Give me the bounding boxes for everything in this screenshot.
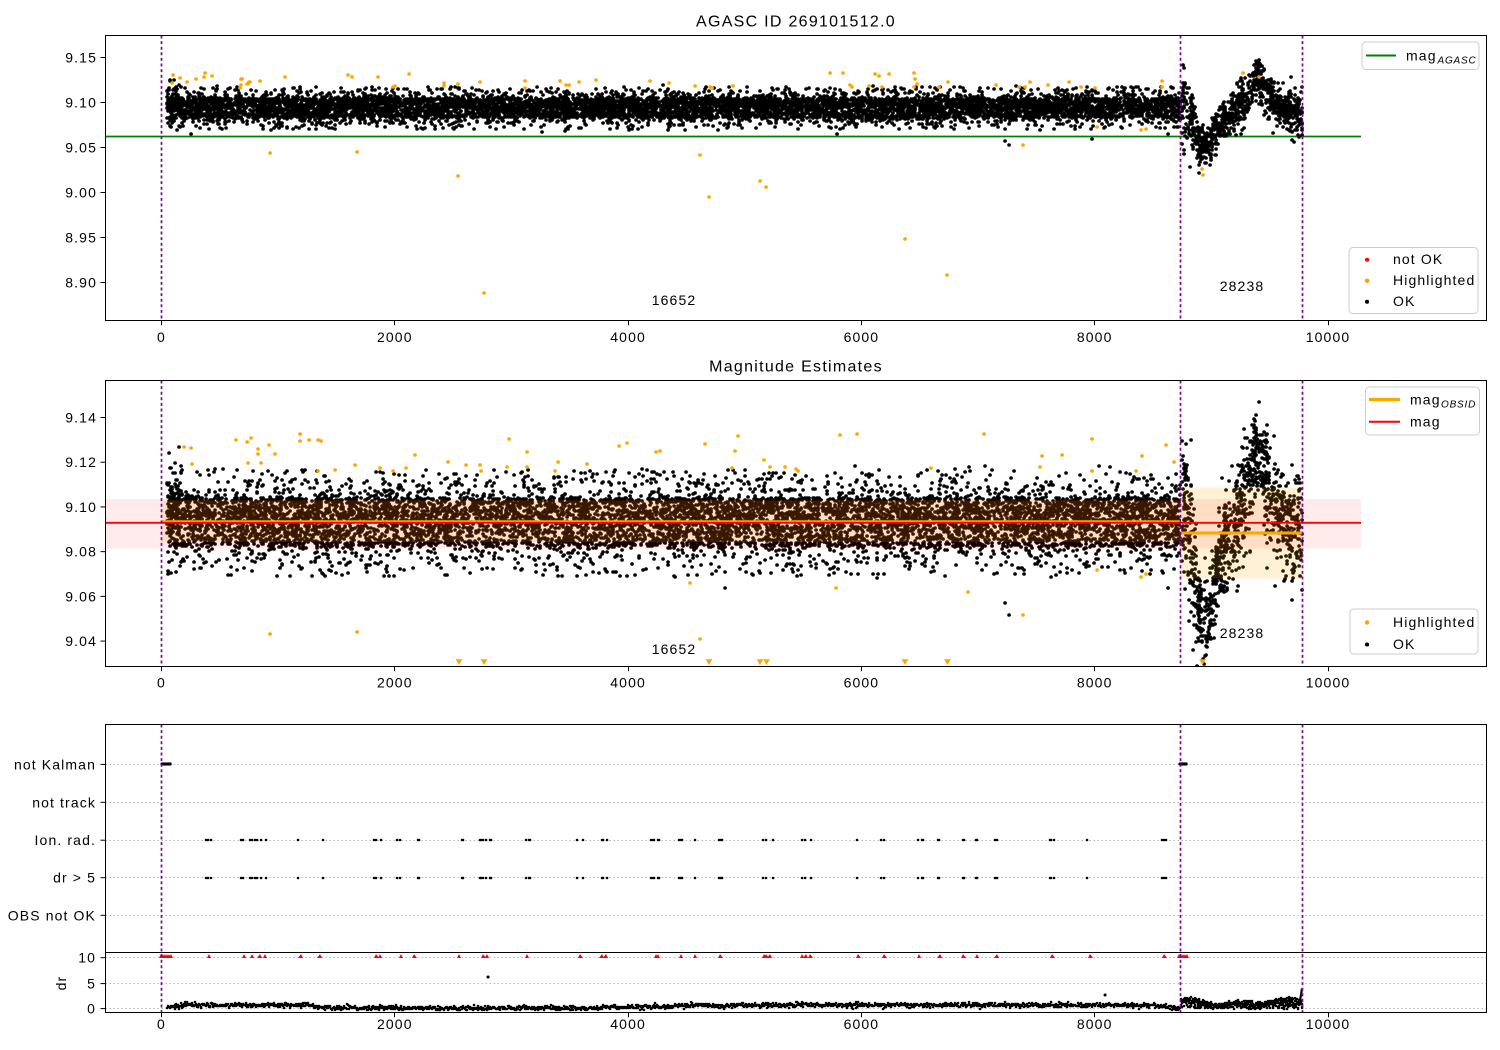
svg-text:2000: 2000 [377, 329, 413, 345]
svg-text:10000: 10000 [1306, 329, 1351, 345]
svg-text:8000: 8000 [1077, 329, 1113, 345]
svg-text:not track: not track [32, 794, 96, 810]
svg-text:Highlighted: Highlighted [1393, 272, 1475, 288]
svg-text:2000: 2000 [377, 1016, 413, 1032]
svg-text:AGASC: AGASC [1437, 56, 1477, 67]
svg-text:9.08: 9.08 [65, 544, 97, 560]
svg-text:16652: 16652 [652, 292, 697, 308]
svg-text:10: 10 [78, 950, 96, 966]
svg-text:mag: mag [1410, 413, 1441, 429]
svg-text:8.90: 8.90 [65, 275, 97, 291]
svg-text:9.06: 9.06 [65, 588, 97, 604]
svg-text:AGASC ID 269101512.0: AGASC ID 269101512.0 [696, 14, 896, 31]
svg-text:4000: 4000 [610, 1016, 646, 1032]
svg-text:9.15: 9.15 [65, 50, 97, 66]
svg-text:Highlighted: Highlighted [1393, 614, 1475, 630]
svg-text:OBSID: OBSID [1441, 400, 1476, 411]
svg-text:not Kalman: not Kalman [14, 756, 96, 772]
svg-text:6000: 6000 [844, 1016, 880, 1032]
svg-text:6000: 6000 [844, 329, 880, 345]
svg-text:8000: 8000 [1077, 675, 1113, 691]
svg-text:28238: 28238 [1220, 625, 1265, 641]
svg-text:9.05: 9.05 [65, 140, 97, 156]
svg-text:dr > 5: dr > 5 [53, 870, 96, 886]
svg-text:0: 0 [87, 1001, 96, 1017]
svg-text:0: 0 [157, 1016, 166, 1032]
svg-text:OK: OK [1393, 636, 1415, 652]
svg-text:4000: 4000 [610, 675, 646, 691]
svg-text:9.14: 9.14 [65, 410, 97, 426]
svg-text:Magnitude Estimates: Magnitude Estimates [709, 359, 883, 376]
svg-text:9.04: 9.04 [65, 633, 97, 649]
svg-text:6000: 6000 [844, 675, 880, 691]
svg-text:10000: 10000 [1306, 1016, 1351, 1032]
svg-text:mag: mag [1406, 48, 1437, 64]
svg-text:9.00: 9.00 [65, 185, 97, 201]
svg-text:2000: 2000 [377, 675, 413, 691]
svg-text:not OK: not OK [1393, 251, 1443, 267]
svg-text:9.10: 9.10 [65, 499, 97, 515]
svg-text:4000: 4000 [610, 329, 646, 345]
svg-text:9.12: 9.12 [65, 454, 97, 470]
svg-text:16652: 16652 [652, 641, 697, 657]
svg-text:0: 0 [157, 675, 166, 691]
svg-text:dr: dr [53, 976, 69, 991]
svg-text:9.10: 9.10 [65, 95, 97, 111]
svg-text:0: 0 [157, 329, 166, 345]
svg-text:OBS not OK: OBS not OK [8, 907, 96, 923]
svg-text:5: 5 [87, 976, 96, 992]
svg-text:mag: mag [1410, 392, 1441, 408]
svg-text:OK: OK [1393, 293, 1415, 309]
svg-text:28238: 28238 [1220, 278, 1265, 294]
svg-text:8000: 8000 [1077, 1016, 1113, 1032]
svg-text:8.95: 8.95 [65, 230, 97, 246]
svg-text:10000: 10000 [1306, 675, 1351, 691]
svg-text:Ion. rad.: Ion. rad. [35, 832, 96, 848]
